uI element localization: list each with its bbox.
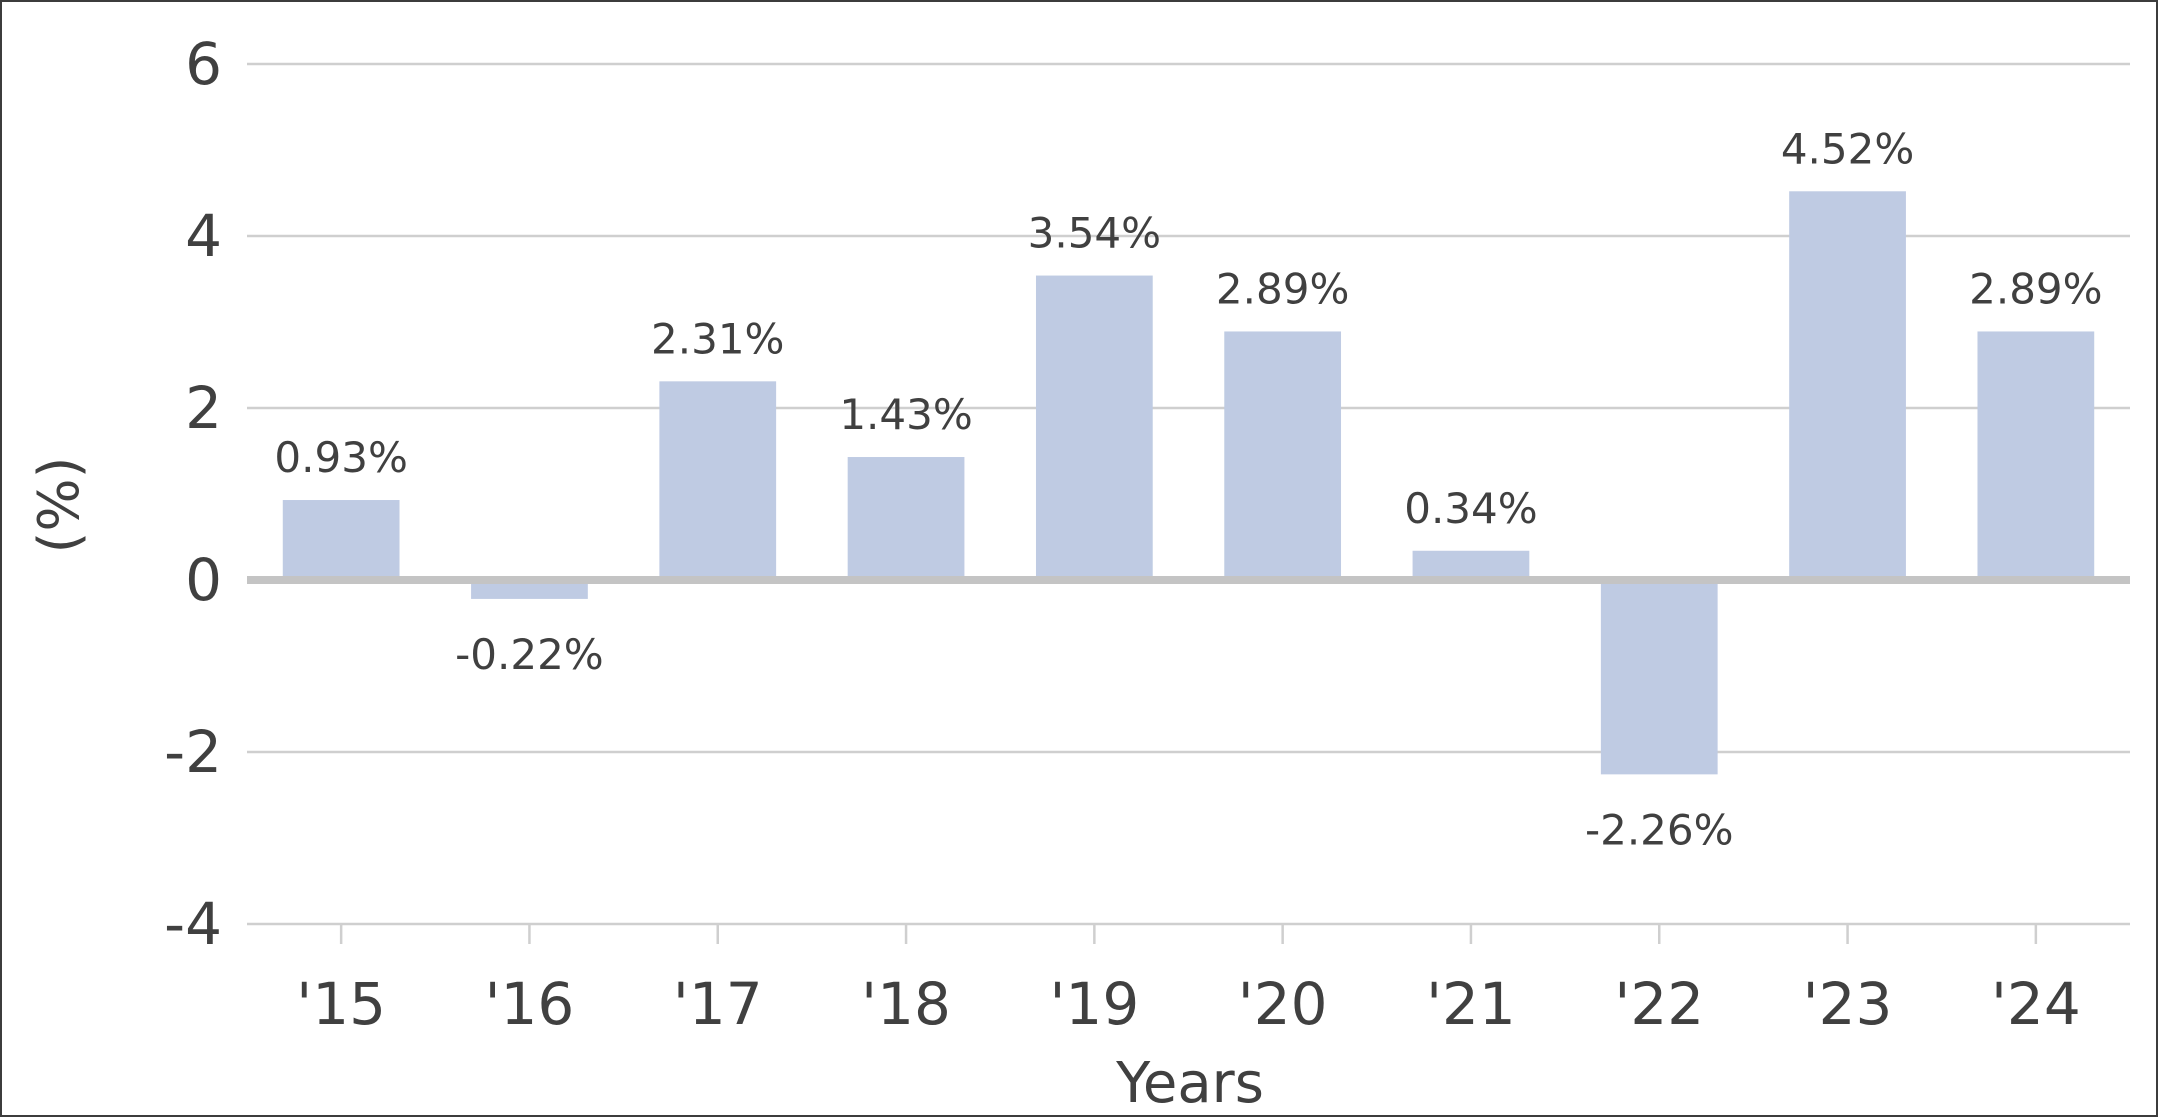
data-label: 0.34% (1404, 484, 1537, 533)
x-tick-label: '23 (1803, 970, 1893, 1038)
x-tick-label: '22 (1614, 970, 1704, 1038)
data-label: -2.26% (1585, 805, 1734, 854)
y-axis-title: (%) (27, 457, 92, 554)
x-tick-label: '21 (1426, 970, 1516, 1038)
y-tick-label: -4 (164, 890, 222, 958)
bar (1412, 550, 1530, 580)
bar (1224, 331, 1342, 580)
x-tick-label: '18 (861, 970, 951, 1038)
data-label: 4.52% (1781, 124, 1914, 173)
y-tick-label: 4 (185, 202, 222, 270)
x-tick-label: '15 (296, 970, 386, 1038)
data-label: 2.89% (1969, 264, 2102, 313)
bar (1035, 275, 1153, 580)
x-axis-title: Years (1115, 1051, 1264, 1115)
y-tick-label: -2 (164, 718, 222, 786)
y-tick-label: 2 (185, 374, 222, 442)
data-label: 2.89% (1216, 264, 1349, 313)
bars (282, 191, 2095, 775)
data-label: 2.31% (651, 314, 784, 363)
x-tick-label: '20 (1238, 970, 1328, 1038)
data-label: 1.43% (839, 390, 972, 439)
bar (847, 457, 965, 580)
labels: 6 4 2 0 -2 -4 0.93% '15 -0.22% '16 2.31% '17 1.43% '1… (164, 30, 2102, 1038)
bar (471, 580, 588, 599)
axis-ticks (339, 924, 2038, 944)
x-tick-label: '17 (673, 970, 763, 1038)
x-tick-label: '24 (1991, 970, 2081, 1038)
bar (1789, 191, 1906, 580)
y-tick-label: 0 (185, 546, 222, 614)
x-tick-label: '19 (1049, 970, 1139, 1038)
bar (1600, 580, 1718, 775)
bar (659, 381, 777, 580)
data-label: 3.54% (1028, 209, 1161, 258)
bar (282, 500, 400, 580)
y-tick-label: 6 (185, 30, 222, 98)
data-label: 0.93% (274, 433, 407, 482)
bar (1977, 331, 2095, 580)
x-tick-label: '16 (485, 970, 575, 1038)
data-label: -0.22% (455, 630, 604, 679)
